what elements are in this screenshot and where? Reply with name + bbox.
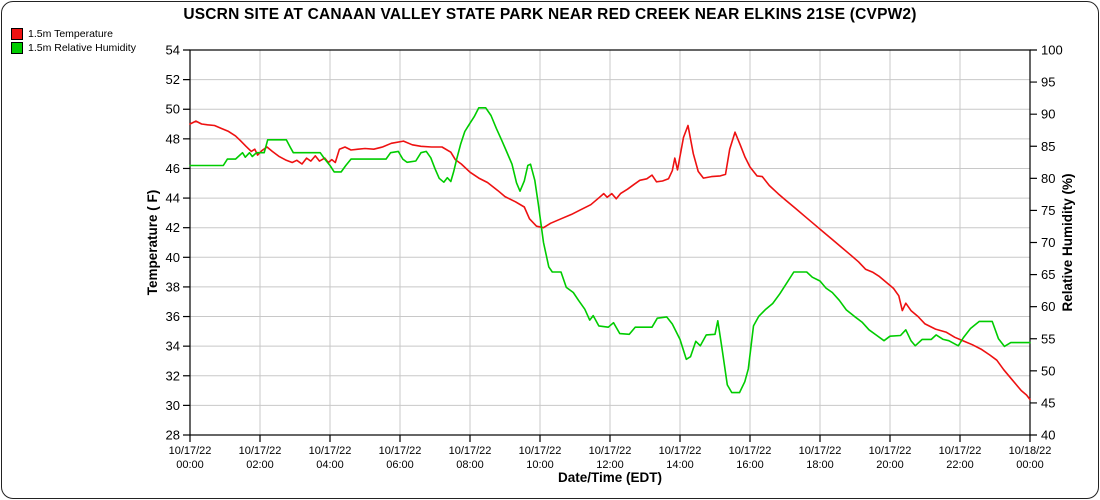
temperature-legend-label: 1.5m Temperature bbox=[28, 27, 114, 40]
svg-text:10/17/22: 10/17/22 bbox=[449, 445, 492, 457]
svg-text:50: 50 bbox=[166, 102, 180, 117]
svg-text:34: 34 bbox=[166, 339, 180, 354]
svg-text:10/18/22: 10/18/22 bbox=[1009, 445, 1052, 457]
svg-text:38: 38 bbox=[166, 279, 180, 294]
svg-text:10/17/22: 10/17/22 bbox=[239, 445, 282, 457]
svg-text:30: 30 bbox=[166, 398, 180, 413]
svg-text:80: 80 bbox=[1041, 171, 1055, 186]
svg-text:08:00: 08:00 bbox=[456, 459, 484, 471]
svg-text:40: 40 bbox=[166, 250, 180, 265]
svg-text:12:00: 12:00 bbox=[596, 459, 624, 471]
svg-text:60: 60 bbox=[1041, 299, 1055, 314]
svg-text:55: 55 bbox=[1041, 331, 1055, 346]
legend: 1.5m Temperature 1.5m Relative Humidity bbox=[11, 27, 136, 56]
svg-text:Temperature ( F): Temperature ( F) bbox=[145, 190, 160, 296]
svg-text:65: 65 bbox=[1041, 267, 1055, 282]
svg-text:10/17/22: 10/17/22 bbox=[169, 445, 212, 457]
svg-text:00:00: 00:00 bbox=[1016, 459, 1044, 471]
svg-text:10/17/22: 10/17/22 bbox=[659, 445, 702, 457]
svg-text:28: 28 bbox=[166, 428, 180, 443]
svg-text:52: 52 bbox=[166, 72, 180, 87]
svg-text:50: 50 bbox=[1041, 363, 1055, 378]
svg-text:85: 85 bbox=[1041, 139, 1055, 154]
svg-text:02:00: 02:00 bbox=[246, 459, 274, 471]
svg-text:48: 48 bbox=[166, 131, 180, 146]
legend-item-temperature: 1.5m Temperature bbox=[11, 27, 136, 40]
svg-text:36: 36 bbox=[166, 309, 180, 324]
chart-title: USCRN SITE AT CANAAN VALLEY STATE PARK N… bbox=[183, 6, 917, 23]
svg-text:45: 45 bbox=[1041, 395, 1055, 410]
humidity-legend-label: 1.5m Relative Humidity bbox=[28, 41, 136, 54]
svg-text:00:00: 00:00 bbox=[176, 459, 204, 471]
svg-text:70: 70 bbox=[1041, 235, 1055, 250]
svg-text:18:00: 18:00 bbox=[806, 459, 834, 471]
svg-text:20:00: 20:00 bbox=[876, 459, 904, 471]
svg-text:16:00: 16:00 bbox=[736, 459, 764, 471]
svg-text:06:00: 06:00 bbox=[386, 459, 414, 471]
svg-text:Relative Humidity (%): Relative Humidity (%) bbox=[1060, 173, 1075, 311]
svg-text:95: 95 bbox=[1041, 75, 1055, 90]
svg-text:90: 90 bbox=[1041, 107, 1055, 122]
svg-text:10/17/22: 10/17/22 bbox=[519, 445, 562, 457]
svg-text:10/17/22: 10/17/22 bbox=[939, 445, 982, 457]
svg-text:10/17/22: 10/17/22 bbox=[799, 445, 842, 457]
legend-item-humidity: 1.5m Relative Humidity bbox=[11, 41, 136, 54]
svg-text:42: 42 bbox=[166, 220, 180, 235]
svg-text:10/17/22: 10/17/22 bbox=[309, 445, 352, 457]
svg-text:14:00: 14:00 bbox=[666, 459, 694, 471]
svg-text:54: 54 bbox=[166, 43, 180, 58]
temperature-legend-swatch bbox=[11, 27, 23, 40]
svg-text:Date/Time (EDT): Date/Time (EDT) bbox=[558, 470, 662, 485]
humidity-legend-swatch bbox=[11, 41, 23, 54]
svg-text:10/17/22: 10/17/22 bbox=[869, 445, 912, 457]
svg-text:22:00: 22:00 bbox=[946, 459, 974, 471]
svg-text:10/17/22: 10/17/22 bbox=[729, 445, 772, 457]
svg-text:100: 100 bbox=[1041, 43, 1063, 58]
svg-text:44: 44 bbox=[166, 191, 180, 206]
svg-text:10/17/22: 10/17/22 bbox=[589, 445, 632, 457]
svg-text:04:00: 04:00 bbox=[316, 459, 344, 471]
svg-text:10:00: 10:00 bbox=[526, 459, 554, 471]
svg-text:46: 46 bbox=[166, 161, 180, 176]
svg-text:75: 75 bbox=[1041, 203, 1055, 218]
svg-text:10/17/22: 10/17/22 bbox=[379, 445, 422, 457]
svg-text:40: 40 bbox=[1041, 428, 1055, 443]
svg-text:32: 32 bbox=[166, 368, 180, 383]
